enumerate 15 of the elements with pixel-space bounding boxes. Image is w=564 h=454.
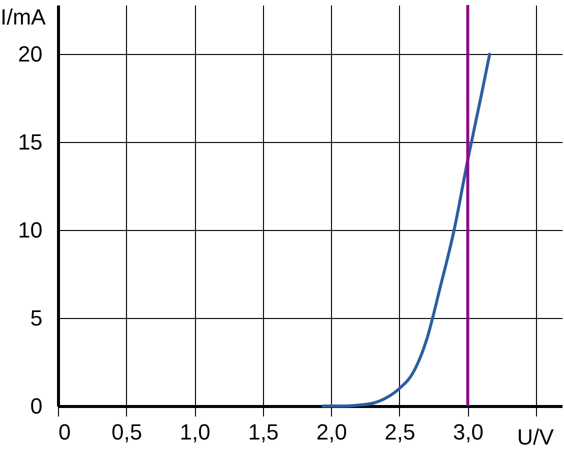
- x-tick-label: 0,5: [111, 420, 142, 444]
- x-tick-label: 2,0: [316, 420, 347, 444]
- y-axis-title: I/mA: [0, 4, 46, 30]
- x-axis-title: U/V: [517, 424, 554, 450]
- x-tick-label: 3,0: [452, 420, 484, 444]
- y-tick-label: 5: [30, 306, 42, 331]
- y-tick-label: 0: [30, 394, 42, 418]
- y-tick-label: 20: [18, 42, 42, 67]
- x-tick-label: 1,0: [180, 420, 210, 444]
- x-tick-label: 1,5: [248, 420, 279, 444]
- y-tick-label: 15: [18, 130, 42, 155]
- x-tick-label: 2,5: [384, 420, 416, 444]
- x-tick-label: 0: [58, 420, 71, 444]
- line-series: [321, 52, 492, 408]
- y-tick-label: 10: [18, 218, 42, 243]
